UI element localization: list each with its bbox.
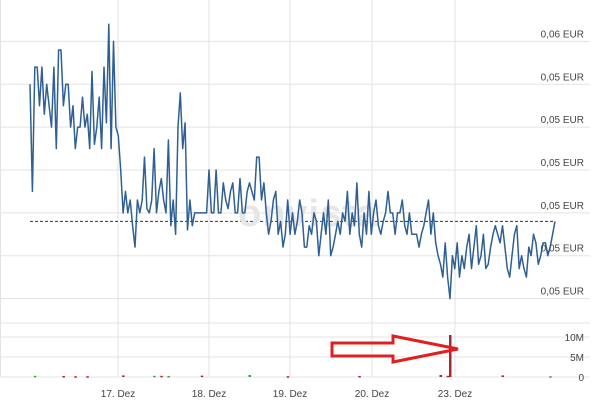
price-layer bbox=[29, 23, 556, 300]
label-layer: 0,06 EUR 0,05 EUR 0,05 EUR 0,05 EUR 0,05 EUR… bbox=[101, 29, 585, 400]
volume-bar bbox=[153, 375, 156, 378]
y-tick-label: 0,05 EUR bbox=[541, 158, 584, 169]
x-tick-label: 17. Dez bbox=[101, 389, 135, 400]
y-tick-label: 0,05 EUR bbox=[541, 244, 584, 255]
volume-bar bbox=[446, 375, 450, 378]
y-tick-label: 0,05 EUR bbox=[541, 115, 584, 126]
y-tick-label: 0,05 EUR bbox=[541, 201, 584, 212]
x-tick-label: 20. Dez bbox=[355, 389, 389, 400]
volume-bar bbox=[449, 335, 452, 377]
volume-bar bbox=[160, 375, 163, 378]
volume-bar bbox=[33, 375, 37, 378]
volume-tick-label: 0 bbox=[578, 373, 584, 384]
volume-bar bbox=[358, 376, 361, 378]
volume-bar bbox=[501, 375, 504, 377]
y-tick-label: 0,05 EUR bbox=[541, 72, 584, 83]
volume-bar bbox=[248, 375, 251, 377]
price-line bbox=[29, 23, 556, 300]
volume-bar bbox=[86, 376, 89, 378]
volume-bar bbox=[167, 376, 170, 378]
y-tick-label: 0,05 EUR bbox=[541, 287, 584, 298]
y-tick-label: 0,06 EUR bbox=[541, 29, 584, 40]
volume-tick-label: 10M bbox=[565, 333, 584, 344]
volume-bar bbox=[286, 376, 290, 378]
x-tick-label: 19. Dez bbox=[273, 389, 307, 400]
red-arrow bbox=[330, 334, 459, 364]
volume-bar bbox=[200, 375, 204, 378]
volume-bar bbox=[549, 376, 552, 378]
volume-tick-label: 5M bbox=[570, 353, 584, 364]
volume-layer bbox=[33, 335, 552, 378]
x-tick-label: 18. Dez bbox=[192, 389, 226, 400]
volume-bar bbox=[62, 376, 65, 378]
x-tick-label: 23. Dez bbox=[438, 389, 472, 400]
annotation-arrow bbox=[330, 334, 459, 364]
volume-bar bbox=[439, 375, 442, 377]
volume-bar bbox=[122, 375, 125, 377]
volume-bar bbox=[74, 376, 77, 378]
grid-layer bbox=[0, 0, 590, 378]
